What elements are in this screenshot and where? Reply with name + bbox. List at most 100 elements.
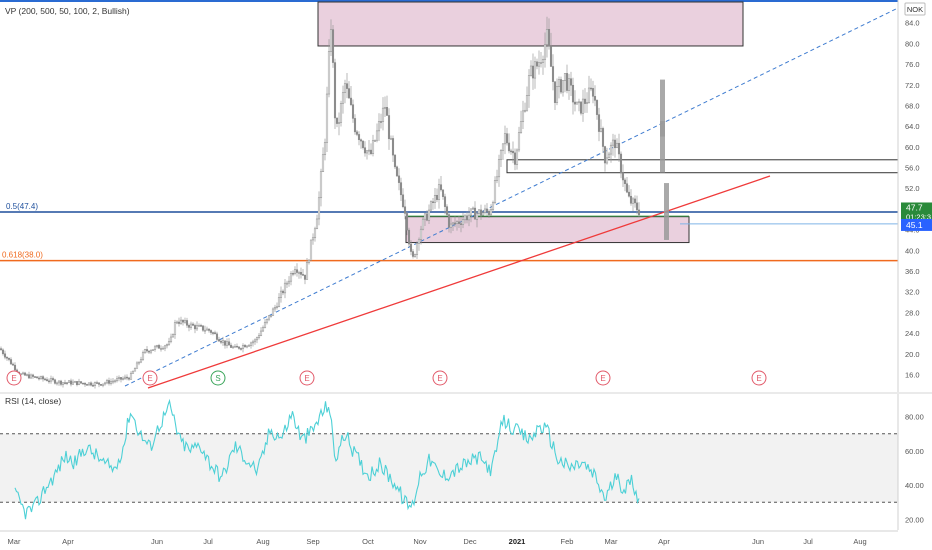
candle <box>157 343 161 349</box>
svg-text:E: E <box>600 374 605 383</box>
candle <box>51 376 55 382</box>
candle <box>27 371 31 379</box>
candle <box>581 89 585 122</box>
candle <box>423 213 427 227</box>
candle <box>267 315 271 322</box>
candle <box>5 356 9 361</box>
volume-profile-bars <box>660 79 669 240</box>
candle <box>467 207 471 227</box>
candle <box>627 185 631 198</box>
candle <box>155 344 159 349</box>
candle <box>275 302 279 310</box>
candle <box>391 135 395 163</box>
price-tick-label: 24.0 <box>905 329 920 338</box>
candle <box>237 346 241 350</box>
price-panel: 0.5(47.4) 0.618(38.0) E E S E <box>0 0 899 389</box>
candle <box>521 100 525 129</box>
candle <box>241 343 245 353</box>
candle <box>545 16 549 58</box>
candle <box>511 141 515 164</box>
candle <box>39 375 43 380</box>
price-axis[interactable]: NOK 16.020.024.028.032.036.040.044.048.0… <box>897 0 932 392</box>
candle <box>33 376 37 378</box>
candle <box>29 373 33 379</box>
price-tick-label: 40.0 <box>905 246 920 255</box>
time-tick-label: Aug <box>256 537 269 546</box>
price-tick-label: 56.0 <box>905 164 920 173</box>
candle <box>125 374 129 381</box>
candle <box>415 241 419 259</box>
earnings-marker[interactable]: E <box>432 370 448 386</box>
candle <box>373 139 377 143</box>
candle <box>381 97 385 131</box>
candle <box>127 376 131 381</box>
candle <box>447 212 451 233</box>
time-axis-ticks: Mar Apr Jun Jul Aug Sep Oct Nov Dec 2021 Feb Mar Apr… <box>8 537 867 546</box>
candle <box>129 371 133 380</box>
candle <box>203 325 207 334</box>
time-tick-label: Dec <box>463 537 477 546</box>
candle <box>495 169 499 184</box>
candle <box>543 32 547 68</box>
candle <box>153 345 157 352</box>
earnings-marker[interactable]: E <box>595 370 611 386</box>
candle <box>31 373 35 379</box>
candle <box>247 344 251 347</box>
time-tick-label: Jun <box>752 537 764 546</box>
candle <box>413 253 417 258</box>
price-tick-label: 60.0 <box>905 143 920 152</box>
candle <box>405 211 409 236</box>
candle <box>111 378 115 385</box>
candle <box>361 140 365 150</box>
price-tick-label: 64.0 <box>905 122 920 131</box>
candle <box>619 151 623 179</box>
candle <box>371 134 375 157</box>
earnings-marker[interactable]: E <box>6 370 22 386</box>
earnings-markers: E E S E E E E <box>6 370 767 386</box>
earnings-marker[interactable]: E <box>299 370 315 386</box>
candle <box>507 133 511 154</box>
dashed-trendline[interactable] <box>124 7 899 387</box>
candle <box>257 332 261 340</box>
time-tick-label: Jun <box>151 537 163 546</box>
candle <box>93 381 97 389</box>
split-marker[interactable]: S <box>210 370 226 386</box>
candle <box>327 39 331 98</box>
svg-text:E: E <box>304 374 309 383</box>
price-tick-label: 76.0 <box>905 60 920 69</box>
rsi-tick-label: 60.00 <box>905 447 924 456</box>
earnings-marker[interactable]: E <box>142 370 158 386</box>
candle <box>45 377 49 382</box>
candle <box>225 338 229 349</box>
price-tick-label: 68.0 <box>905 101 920 110</box>
candle <box>291 270 295 277</box>
candle <box>607 151 611 159</box>
candle <box>177 317 181 327</box>
candle <box>469 208 473 223</box>
candle <box>573 90 577 112</box>
candle <box>293 266 297 276</box>
candle <box>483 204 487 215</box>
candle <box>281 289 285 296</box>
time-axis[interactable]: Mar Apr Jun Jul Aug Sep Oct Nov Dec 2021 Feb Mar Apr… <box>0 530 898 546</box>
supply-zone-top[interactable] <box>317 1 744 47</box>
candle <box>383 96 387 118</box>
candle <box>85 383 89 386</box>
candle <box>633 195 637 208</box>
candle <box>95 380 99 384</box>
candle <box>427 204 431 224</box>
candle <box>55 381 59 386</box>
candle <box>295 263 299 277</box>
svg-text:E: E <box>437 374 442 383</box>
price-tick-label: 80.0 <box>905 39 920 48</box>
candle <box>229 342 233 348</box>
earnings-marker[interactable]: E <box>751 370 767 386</box>
candle <box>165 343 169 349</box>
time-tick-label: Nov <box>413 537 427 546</box>
currency-badge <box>904 2 926 16</box>
candle <box>239 347 243 351</box>
candle <box>289 271 293 286</box>
candle <box>211 331 215 336</box>
candle <box>365 149 369 160</box>
